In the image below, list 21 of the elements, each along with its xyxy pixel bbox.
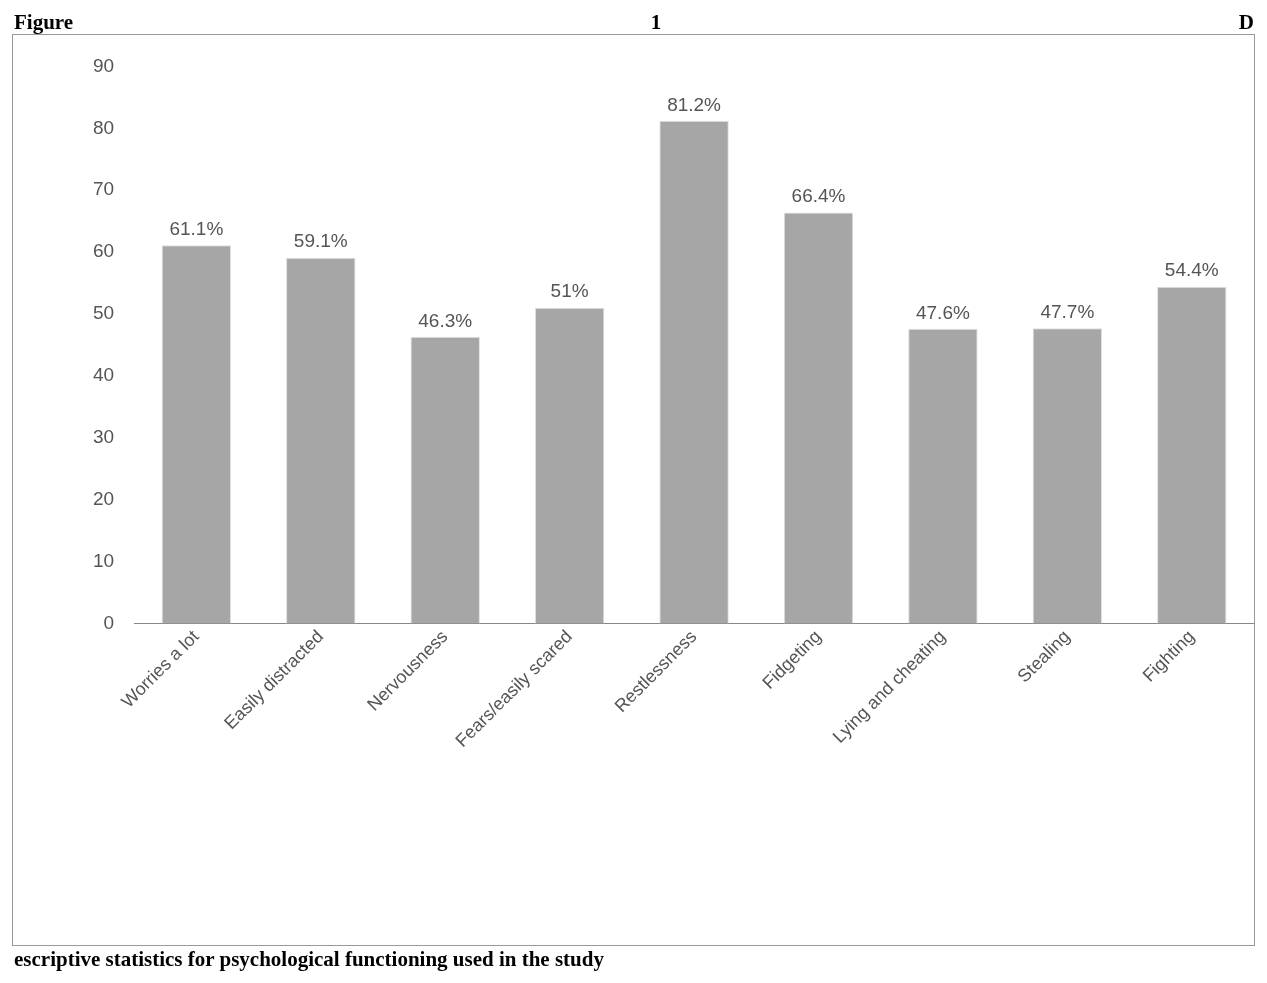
data-label: 66.4% [791, 185, 846, 207]
y-tick-label: 70 [92, 178, 115, 200]
y-tick-label: 40 [92, 364, 115, 386]
data-label: 54.4% [1164, 259, 1219, 281]
data-label: 51% [550, 280, 589, 302]
data-label: 47.6% [915, 301, 970, 323]
y-tick-label: 80 [92, 116, 115, 138]
y-tick-label: 90 [92, 54, 115, 76]
y-tick-label: 50 [92, 302, 115, 324]
data-label: 81.2% [667, 93, 722, 115]
data-label: 61.1% [169, 217, 224, 239]
y-tick-label: 30 [92, 425, 115, 447]
text: escriptive statistics for psychological functioning used in the study [14, 947, 604, 972]
data-label: 46.3% [418, 309, 473, 331]
data-label: 47.7% [1040, 300, 1095, 322]
data-label: 59.1% [293, 230, 348, 252]
y-tick-label: 60 [92, 240, 115, 262]
y-tick-label: 0 [103, 611, 115, 633]
chart-title: Figure 1 D [14, 10, 1254, 34]
y-tick-label: 20 [92, 487, 115, 509]
y-tick-label: 10 [92, 549, 115, 571]
